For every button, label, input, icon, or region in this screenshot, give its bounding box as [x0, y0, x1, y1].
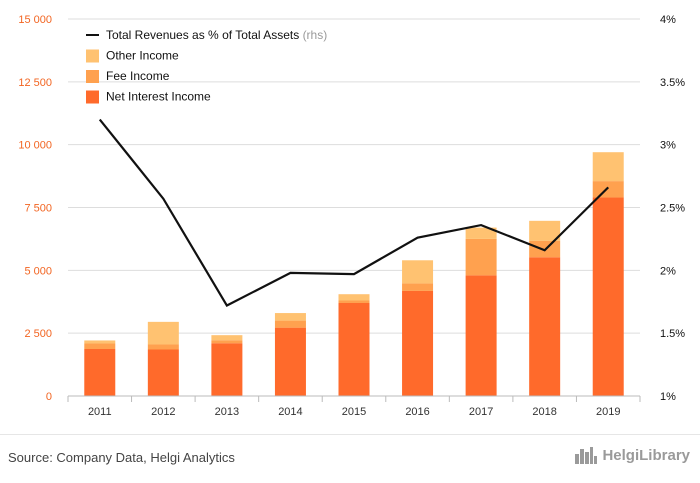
bar-other-income-2017	[465, 227, 497, 239]
x-tick-label: 2014	[278, 406, 302, 418]
legend-label: Fee Income	[106, 69, 170, 83]
x-tick-label: 2017	[469, 406, 493, 418]
y-right-tick-label: 2.5%	[660, 203, 685, 215]
bar-net-interest-income-2018	[529, 257, 561, 396]
bars	[84, 152, 624, 396]
y-left-tick-label: 15 000	[18, 14, 52, 26]
x-tick-label: 2013	[215, 406, 239, 418]
y-left-tick-label: 12 500	[18, 77, 52, 89]
y-right-tick-label: 3.5%	[660, 77, 685, 89]
bar-net-interest-income-2011	[84, 349, 116, 396]
y-right-tick-label: 1%	[660, 391, 676, 403]
y-right-tick-label: 3%	[660, 140, 676, 152]
bar-fee-income-2012	[147, 344, 179, 350]
bar-net-interest-income-2019	[592, 197, 624, 396]
legend-label: Total Revenues as % of Total Assets (rhs…	[106, 28, 327, 42]
legend-box-swatch	[86, 90, 99, 104]
stacked-bar-line-chart: 0 2 500 5 000 7 500 10 000 12 500 15 000 1% 1.5…	[18, 14, 685, 418]
bar-net-interest-income-2017	[465, 275, 497, 396]
bar-net-interest-income-2013	[211, 343, 243, 396]
legend-label: Net Interest Income	[106, 90, 211, 104]
bar-fee-income-2014	[274, 320, 306, 328]
x-tick-label: 2019	[596, 406, 620, 418]
bar-other-income-2014	[274, 313, 306, 321]
bar-net-interest-income-2015	[338, 303, 370, 396]
source-note: Source: Company Data, Helgi Analytics	[8, 450, 235, 465]
legend-label: Other Income	[106, 49, 179, 63]
bar-other-income-2016	[402, 260, 434, 284]
bar-other-income-2018	[529, 220, 561, 241]
y-right-tick-label: 2%	[660, 265, 676, 277]
y-left-tick-label: 2 500	[24, 328, 52, 340]
x-tick-label: 2011	[88, 406, 112, 418]
bar-fee-income-2013	[211, 340, 243, 344]
city-skyline-icon	[575, 447, 598, 464]
legend: Total Revenues as % of Total Assets (rhs…	[86, 28, 327, 104]
bar-other-income-2015	[338, 294, 370, 301]
bar-net-interest-income-2014	[274, 327, 306, 396]
bar-other-income-2012	[147, 321, 179, 345]
bar-net-interest-income-2016	[402, 290, 434, 396]
x-tick-label: 2012	[151, 406, 175, 418]
y-left-tick-label: 5 000	[24, 265, 52, 277]
y-right-tick-label: 4%	[660, 14, 676, 26]
bar-fee-income-2015	[338, 300, 370, 304]
legend-box-swatch	[86, 49, 99, 63]
y-axis-left: 0 2 500 5 000 7 500 10 000 12 500 15 000	[18, 14, 52, 403]
y-axis-right: 1% 1.5% 2% 2.5% 3% 3.5% 4%	[660, 14, 685, 403]
line-series	[98, 118, 609, 307]
y-left-tick-label: 7 500	[24, 203, 52, 215]
legend-box-swatch	[86, 70, 99, 83]
bar-fee-income-2011	[84, 343, 116, 350]
bar-other-income-2011	[84, 340, 116, 344]
y-right-tick-label: 1.5%	[660, 328, 685, 340]
y-left-tick-label: 10 000	[18, 140, 52, 152]
bar-fee-income-2017	[465, 238, 497, 276]
bar-fee-income-2016	[402, 283, 434, 291]
x-tick-label: 2016	[405, 406, 429, 418]
x-tick-label: 2015	[342, 406, 366, 418]
x-tick-label: 2018	[532, 406, 556, 418]
x-axis: 2011 2012 2013 2014 2015 2016 2017 2018 2019	[67, 395, 641, 418]
bar-fee-income-2019	[592, 181, 624, 198]
footer-divider	[0, 434, 700, 435]
bar-other-income-2019	[592, 152, 624, 182]
bar-other-income-2013	[211, 335, 243, 341]
y-left-tick-label: 0	[46, 391, 52, 403]
brand-name: HelgiLibrary	[602, 446, 690, 464]
brand-logo[interactable]: HelgiLibrary	[575, 446, 690, 464]
bar-net-interest-income-2012	[147, 349, 179, 396]
legend-suffix: (rhs)	[303, 28, 328, 42]
